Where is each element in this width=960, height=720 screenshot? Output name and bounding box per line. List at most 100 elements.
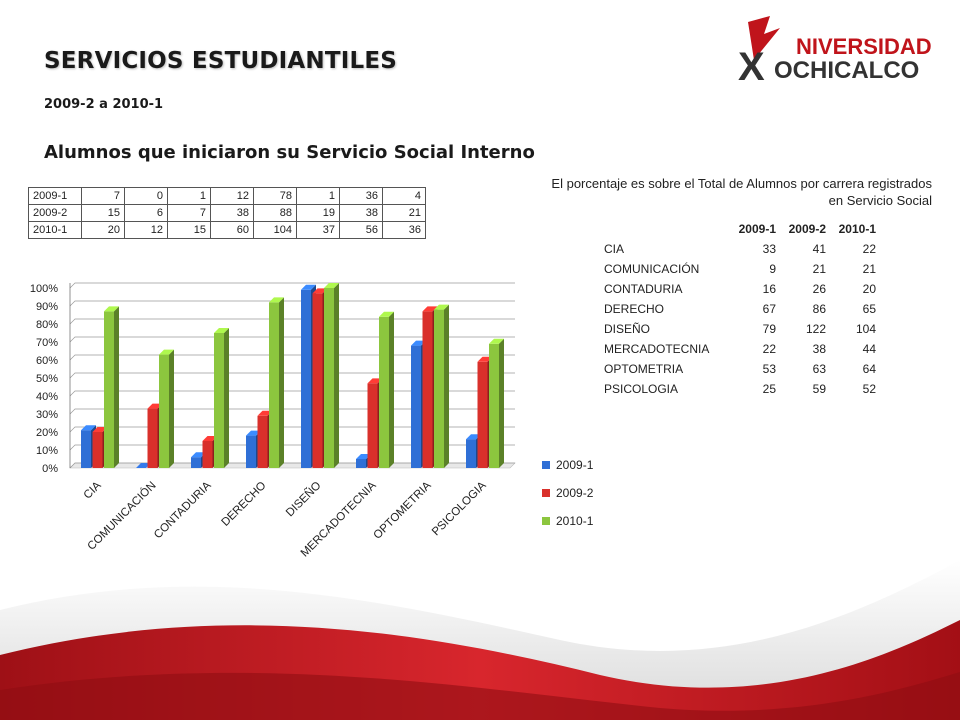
logo-initial: X	[738, 45, 765, 86]
table-cell: 12	[210, 187, 254, 205]
table-cell: 79	[762, 322, 776, 336]
bar-top	[379, 311, 394, 317]
table-cell: 25	[762, 382, 776, 396]
bar	[269, 302, 279, 468]
bar-top	[356, 454, 371, 459]
bar	[301, 289, 311, 468]
bar	[202, 441, 213, 468]
row-period: 2010-1	[28, 221, 82, 239]
page-title: SERVICIOS ESTUDIANTILES	[44, 48, 398, 74]
table-cell: 1	[167, 187, 211, 205]
table-cell: 26	[812, 282, 826, 296]
career-name: DERECHO	[604, 302, 665, 316]
table-cell: 104	[855, 322, 876, 336]
career-name: CIA	[604, 242, 625, 256]
table-row: COMUNICACIÓN 9 21 21	[604, 259, 876, 279]
legend-item: 2010-1	[542, 514, 593, 542]
legend-label: 2009-1	[556, 458, 594, 472]
gridline	[69, 318, 515, 325]
table-cell: 22	[762, 342, 776, 356]
legend-item: 2009-1	[542, 458, 593, 486]
bar	[136, 463, 151, 468]
table-cell: 53	[762, 362, 776, 376]
university-logo: X NIVERSIDAD OCHICALCO	[738, 16, 932, 86]
bar	[489, 343, 499, 468]
bar-top	[92, 427, 108, 432]
bar-side	[169, 349, 174, 468]
table-cell: 44	[862, 342, 876, 356]
legend-swatch	[542, 517, 550, 525]
x-tick-label: DISEÑO	[283, 479, 323, 519]
table-row: MERCADOTECNIA 22 38 44	[604, 339, 876, 359]
table-cell: 12	[124, 221, 168, 239]
bar-side	[279, 297, 284, 468]
logo-line2: OCHICALCO	[774, 57, 919, 84]
bar-side	[334, 283, 339, 468]
bar-top	[466, 434, 481, 440]
gridline	[69, 336, 515, 343]
career-name: DISEÑO	[604, 322, 651, 336]
bar-top	[257, 410, 273, 416]
table-cell: 21	[862, 262, 876, 276]
career-name: MERCADOTECNIA	[604, 342, 710, 356]
table-cell: 20	[862, 282, 876, 296]
table-cell: 20	[81, 221, 125, 239]
y-tick-label: 100%	[30, 283, 58, 295]
bar-top	[312, 288, 328, 294]
table-cell: 22	[862, 242, 876, 256]
table-cell: 33	[762, 242, 776, 256]
legend-swatch	[542, 461, 550, 469]
table-cell: 37	[296, 221, 340, 239]
legend-label: 2010-1	[556, 514, 594, 528]
bar	[422, 311, 433, 468]
y-tick-label: 30%	[36, 409, 58, 421]
bar-top	[159, 349, 174, 355]
table-row: CIA 33 41 22	[604, 239, 876, 259]
bar	[159, 354, 169, 468]
bar	[92, 432, 103, 468]
raw-counts-table: 2009-1 7 0 1 12 78 1 36 4 2009-2 15 6 7 …	[28, 187, 426, 239]
x-tick-label: CONTADURIA	[152, 479, 214, 541]
bar-top	[202, 436, 218, 441]
y-tick-label: 20%	[36, 427, 58, 439]
y-tick-label: 90%	[36, 301, 58, 313]
y-tick-label: 10%	[36, 445, 58, 457]
column-header: 2010-1	[838, 222, 876, 236]
career-name: PSICOLOGIA	[604, 382, 679, 396]
table-cell: 65	[862, 302, 876, 316]
x-tick-label: PSICOLOGIA	[430, 479, 489, 538]
table-cell: 16	[762, 282, 776, 296]
bar	[246, 435, 256, 468]
table-cell: 15	[167, 221, 211, 239]
bar-top	[367, 378, 383, 384]
bar	[214, 333, 224, 468]
bar-side	[499, 338, 504, 468]
table-row: DERECHO 67 86 65	[604, 299, 876, 319]
bar-top	[489, 338, 504, 344]
logo-line1: NIVERSIDAD	[796, 34, 932, 59]
table-cell: 104	[253, 221, 297, 239]
gridline	[69, 282, 515, 289]
table-cell: 21	[812, 262, 826, 276]
career-name: COMUNICACIÓN	[604, 262, 700, 276]
bar	[104, 311, 114, 468]
table-row: DISEÑO 79 122 104	[604, 319, 876, 339]
table-cell: 6	[124, 204, 168, 222]
section-heading: Alumnos que iniciaron su Servicio Social…	[44, 142, 535, 163]
table-cell: 63	[812, 362, 826, 376]
table-cell: 41	[812, 242, 826, 256]
y-tick-label: 70%	[36, 337, 58, 349]
gridline	[69, 354, 515, 361]
table-cell: 4	[382, 187, 426, 205]
table-cell: 19	[296, 204, 340, 222]
x-tick-label: OPTOMETRIA	[372, 479, 434, 541]
row-period: 2009-2	[28, 204, 82, 222]
table-cell: 64	[862, 362, 876, 376]
table-cell: 21	[382, 204, 426, 222]
career-name: CONTADURIA	[604, 282, 683, 296]
bar	[379, 316, 389, 468]
career-name: OPTOMETRIA	[604, 362, 684, 376]
bar-top	[104, 306, 119, 312]
legend-label: 2009-2	[556, 486, 594, 500]
